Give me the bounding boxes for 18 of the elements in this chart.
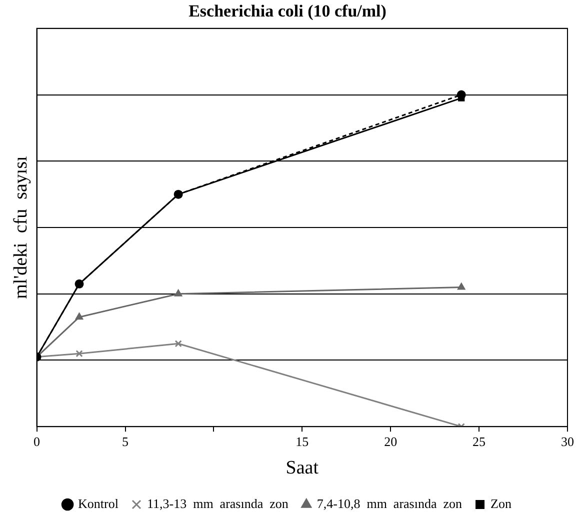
legend-label: 7,4-10,8 mm arasında zon — [316, 496, 463, 511]
point — [76, 350, 83, 358]
x-axis-title: Saat — [286, 458, 320, 479]
point — [174, 340, 182, 348]
point — [75, 312, 84, 320]
x-tick-label: 30 — [561, 434, 574, 449]
legend-label: Kontrol — [78, 496, 119, 511]
legend-label: Zon — [490, 496, 512, 511]
x-tick-label: 15 — [296, 434, 309, 449]
legend-label: 11,3-13 mm arasında zon — [146, 496, 289, 511]
chart-title: Escherichia coli (10 cfu/ml) — [188, 2, 386, 21]
y-axis-title: ml'deki cfu sayısı — [10, 156, 32, 299]
point — [174, 289, 182, 296]
x-tick-label: 0 — [34, 434, 40, 449]
point — [457, 282, 466, 290]
x-tick-label: 25 — [472, 434, 486, 449]
x-tick-label: 5 — [122, 434, 128, 449]
x-tick-label: 20 — [384, 434, 398, 449]
